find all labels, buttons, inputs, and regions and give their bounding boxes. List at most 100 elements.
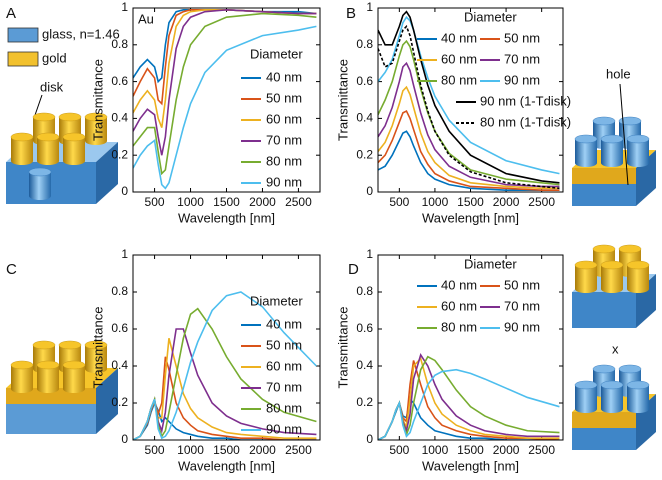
panel-label: A [6,5,16,22]
schematic-d-top [572,244,656,328]
y-tick-label: 0.4 [356,111,373,125]
plot-frame [132,254,321,441]
y-tick-label: 0 [121,432,128,446]
legend-label: 90 nm [266,174,302,189]
legend-title: Diameter [250,46,303,61]
series-line [133,12,317,176]
x-axis-label: Wavelength [nm] [178,210,275,225]
legend-label: 40 nm [266,316,302,331]
legend-label: 70 nm [504,298,540,313]
legend-label: 80 nm [266,153,302,168]
x-tick-label: 500 [145,443,165,457]
schematic-c [6,340,118,434]
y-tick-label: 0.4 [111,111,128,125]
schematic-a [6,112,118,204]
x-tick-label: 1000 [422,443,449,457]
x-tick-label: 1500 [213,195,240,209]
y-tick-label: 0.6 [111,74,128,88]
plot-frame [132,7,321,193]
legend-label: 50 nm [504,277,540,292]
x-tick-label: 2500 [528,443,555,457]
legend-label: 50 nm [266,90,302,105]
y-tick-label: 0.8 [111,284,128,298]
legend-label: 40 nm [441,277,477,292]
legend-label: 70 nm [504,51,540,66]
legend-label: 60 nm [266,111,302,126]
series-line [378,24,560,190]
series-line [133,25,317,190]
panel-label: D [348,261,359,278]
legend-label: 60 nm [441,51,477,66]
gold-label: gold [42,50,67,65]
x-tick-label: 2500 [285,195,312,209]
y-tick-label: 0 [121,184,128,198]
glass-swatch [7,27,39,43]
series-line [378,368,560,440]
legend-label: 40 nm [266,69,302,84]
disk [62,132,86,166]
legend-label: 90 nm [504,319,540,334]
y-tick-label: 0.6 [356,321,373,335]
y-tick-label: 0.8 [356,284,373,298]
panel-label: C [6,261,17,278]
glass-label: glass, n=1.46 [42,26,120,41]
y-tick-label: 1 [366,247,373,261]
y-axis-label: Transmittance [90,59,105,141]
legend-label: 70 nm [266,132,302,147]
y-axis-label: Transmittance [335,307,350,389]
y-tick-label: 0.6 [111,321,128,335]
legend-label: 60 nm [441,298,477,313]
plot-frame [377,7,564,193]
x-tick-label: 1500 [457,195,484,209]
y-tick-label: 0.2 [356,147,373,161]
legend-label: 80 nm [441,319,477,334]
x-tick-label: 2000 [493,195,520,209]
y-tick-label: 0.8 [356,37,373,51]
y-tick-label: 0.8 [111,37,128,51]
schematic-key: glass, n=1.46 gold disk [7,26,120,119]
x-tick-label: 1500 [213,443,240,457]
disk [36,132,60,166]
x-tick-label: 1500 [457,443,484,457]
disk-label: disk [40,79,64,94]
y-tick-label: 1 [121,247,128,261]
x-tick-label: 2000 [249,443,276,457]
legend-label: 90 nm [266,421,302,436]
legend-label: 70 nm [266,379,302,394]
legend-label: 80 nm [441,72,477,87]
legend-label: 60 nm [266,358,302,373]
legend-label: 50 nm [504,30,540,45]
panel-label: B [346,5,356,22]
y-tick-label: 1 [366,0,373,14]
gold-swatch [7,51,39,67]
y-tick-label: 0.2 [111,395,128,409]
legend-label: 90 nm [504,72,540,87]
y-axis-label: Transmittance [335,59,350,141]
y-tick-label: 0 [366,184,373,198]
glass-post [28,167,52,201]
y-tick-label: 0.2 [356,395,373,409]
legend-label: 80 nm (1-Tdisk) [480,114,571,129]
y-tick-label: 0.6 [356,74,373,88]
arrow [33,94,43,119]
series-line [133,291,317,440]
x-tick-label: 1000 [177,443,204,457]
legend-label: 90 nm (1-Tdisk) [480,93,571,108]
x-tick-label: 500 [145,195,165,209]
series-line [378,109,560,191]
schematic-b: hole [572,66,656,206]
x-tick-label: 2500 [285,443,312,457]
hole-label: hole [606,66,631,81]
legend-title: Diameter [464,9,517,24]
y-tick-label: 0 [366,432,373,446]
x-label: x [612,341,619,356]
x-tick-label: 2500 [528,195,555,209]
y-tick-label: 0.4 [111,358,128,372]
x-axis-label: Wavelength [nm] [422,458,519,473]
series-line [378,130,560,191]
series-line [133,9,317,156]
series-line [378,85,560,190]
legend-label: 80 nm [266,400,302,415]
